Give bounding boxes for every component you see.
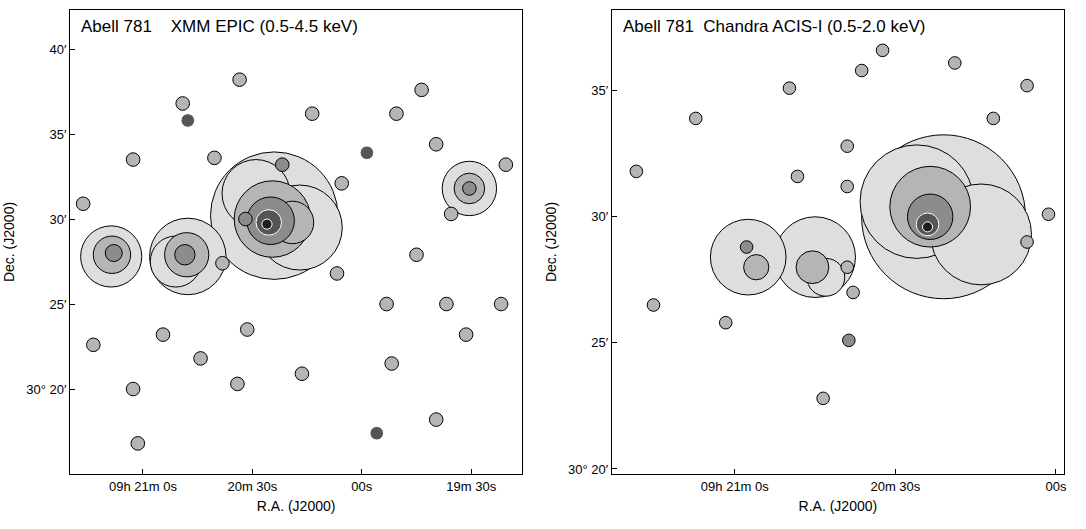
svg-text:25′: 25′ <box>591 335 608 350</box>
svg-text:09h 21m 0s: 09h 21m 0s <box>109 479 177 494</box>
svg-text:30° 20′: 30° 20′ <box>568 462 609 477</box>
svg-text:Dec. (J2000): Dec. (J2000) <box>543 202 559 282</box>
svg-text:09h 21m 0s: 09h 21m 0s <box>701 479 769 494</box>
svg-text:R.A. (J2000): R.A. (J2000) <box>799 498 878 514</box>
svg-text:30′: 30′ <box>49 212 66 227</box>
svg-text:20m 30s: 20m 30s <box>870 479 920 494</box>
svg-text:30′: 30′ <box>591 209 608 224</box>
svg-text:Abell 781 Chandra ACIS-I (0.5: Abell 781 Chandra ACIS-I (0.5-2.0 keV) <box>623 17 925 36</box>
svg-text:00s: 00s <box>1045 479 1066 494</box>
svg-text:25′: 25′ <box>49 297 66 312</box>
svg-text:40′: 40′ <box>49 42 66 57</box>
svg-text:35′: 35′ <box>49 127 66 142</box>
svg-text:Abell 781 XMM EPIC (0.5-4.5: Abell 781 XMM EPIC (0.5-4.5 keV) <box>81 17 358 36</box>
svg-text:Dec. (J2000): Dec. (J2000) <box>1 202 17 282</box>
svg-text:00s: 00s <box>351 479 372 494</box>
svg-text:20m 30s: 20m 30s <box>227 479 277 494</box>
svg-text:19m 30s: 19m 30s <box>446 479 496 494</box>
svg-text:R.A. (J2000): R.A. (J2000) <box>257 498 336 514</box>
svg-text:30° 20′: 30° 20′ <box>26 382 67 397</box>
svg-text:35′: 35′ <box>591 83 608 98</box>
